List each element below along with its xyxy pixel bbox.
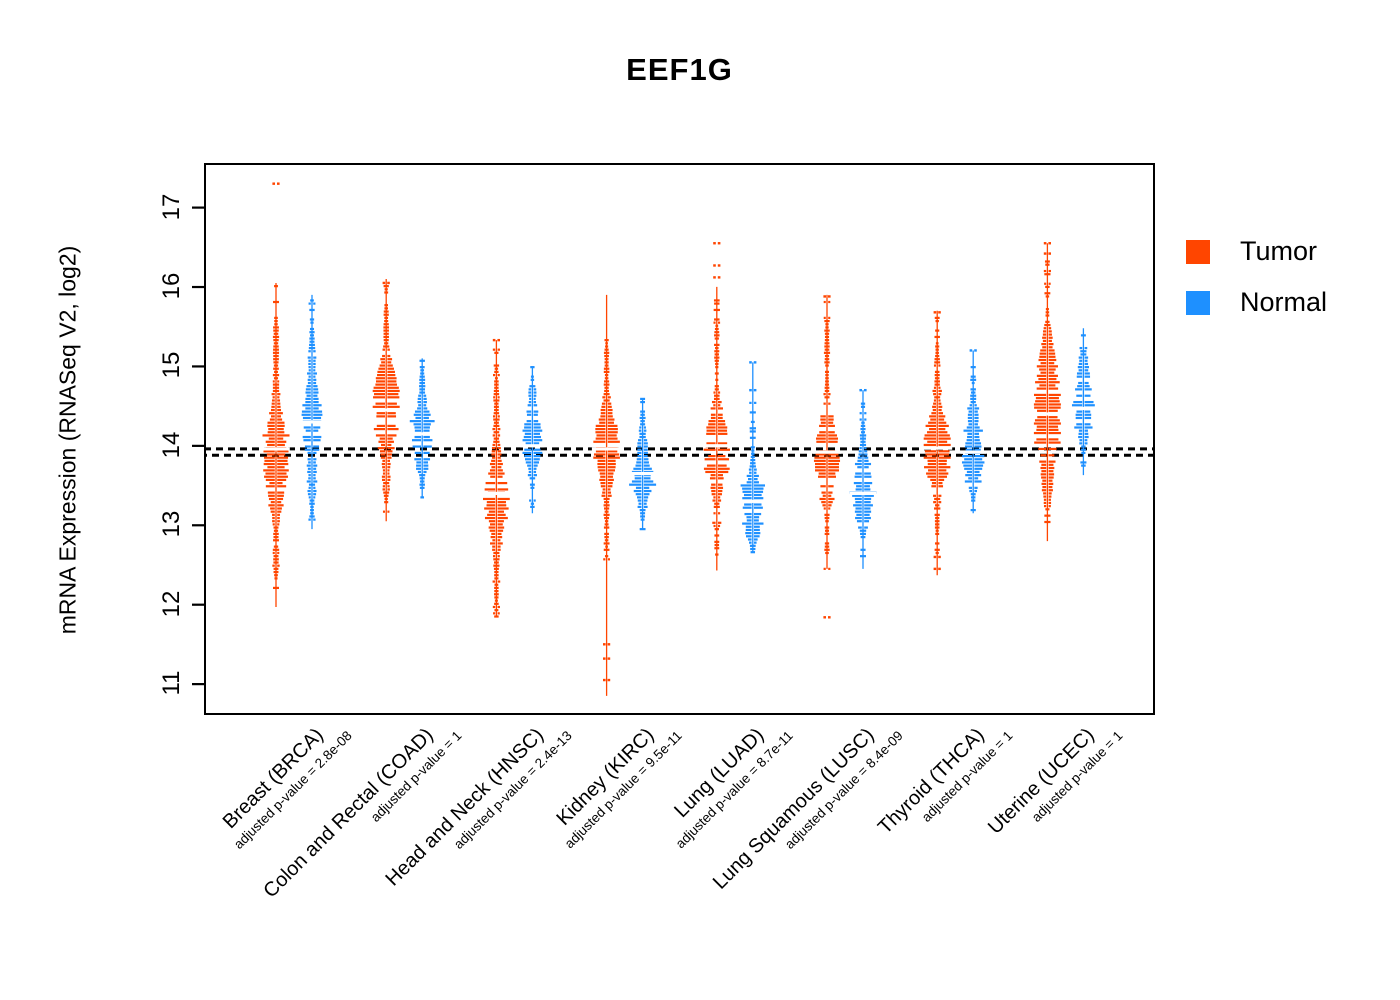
violin-lusc-tumor — [812, 294, 842, 619]
violin-kirc-tumor — [591, 294, 622, 696]
legend: Tumor Normal — [1186, 236, 1327, 338]
violin-ucec-tumor — [1032, 242, 1063, 542]
violin-thca-normal — [960, 349, 986, 514]
legend-row-normal: Normal — [1186, 287, 1327, 318]
violin-luad-normal — [739, 361, 767, 554]
violin-thca-tumor — [922, 310, 953, 576]
y-tick-mark — [192, 683, 204, 686]
y-tick-label: 12 — [158, 590, 185, 617]
violin-lusc-normal — [849, 388, 877, 569]
violin-hnsc-normal — [520, 366, 545, 514]
legend-label-tumor: Tumor — [1240, 236, 1318, 266]
y-tick-label: 14 — [158, 431, 185, 459]
y-tick-label: 16 — [158, 272, 185, 300]
y-tick-label: 11 — [158, 670, 185, 696]
y-tick-label: 13 — [158, 510, 185, 538]
violin-luad-tumor — [702, 242, 731, 571]
normal-swatch-icon — [1186, 290, 1210, 315]
y-tick-mark — [192, 444, 204, 447]
y-tick-mark — [192, 365, 204, 368]
legend-label-normal: Normal — [1240, 287, 1328, 317]
violin-ucec-normal — [1070, 328, 1097, 476]
y-tick-label: 15 — [158, 351, 185, 379]
violin-coad-normal — [409, 358, 435, 499]
violin-hnsc-tumor — [482, 338, 511, 618]
plot-area-border — [204, 163, 1155, 715]
violin-brca-tumor — [262, 182, 290, 607]
legend-row-tumor: Tumor — [1186, 236, 1327, 267]
violin-coad-tumor — [371, 278, 402, 522]
violin-kirc-normal — [629, 397, 657, 531]
tumor-swatch-icon — [1186, 239, 1210, 264]
page-title: EEF1G — [626, 52, 733, 87]
y-tick-mark — [192, 206, 204, 209]
y-tick-mark — [192, 603, 204, 606]
y-tick-mark — [192, 524, 204, 527]
y-tick-mark — [192, 285, 204, 289]
violin-brca-normal — [299, 294, 325, 530]
y-tick-label: 17 — [158, 193, 185, 220]
